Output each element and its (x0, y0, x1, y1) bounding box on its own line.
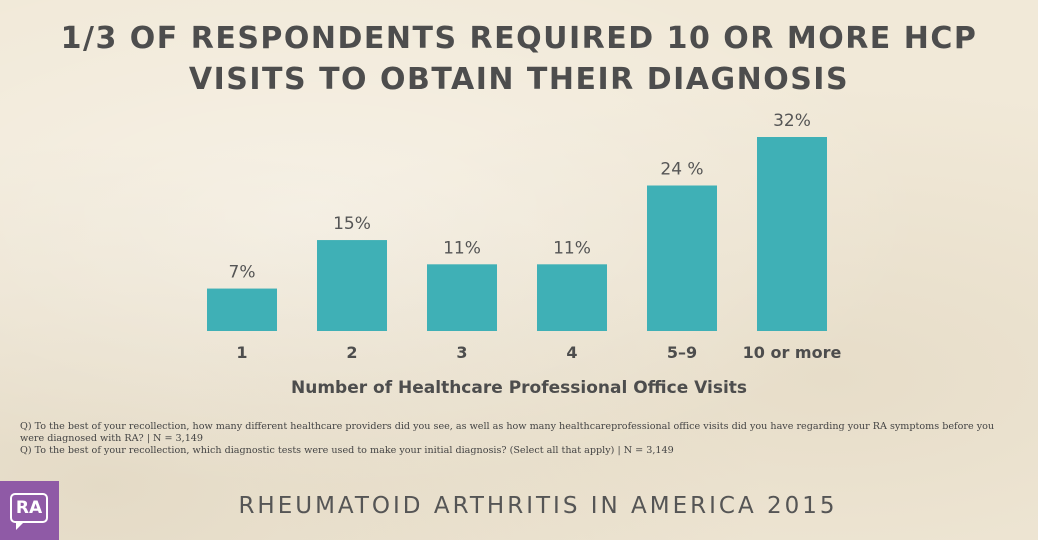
x-tick-label-3: 4 (566, 343, 577, 362)
footer-title: RHEUMATOID ARTHRITIS IN AMERICA 2015 (238, 493, 838, 519)
data-label-1: 15% (333, 214, 371, 234)
bar-5 (757, 137, 827, 331)
x-tick-label-5: 10 or more (743, 343, 842, 362)
bar-2 (427, 264, 497, 331)
data-label-5: 32% (773, 111, 811, 131)
x-tick-label-1: 2 (346, 343, 357, 362)
bar-0 (207, 288, 277, 331)
chart-title-line-2: VISITS TO OBTAIN THEIR DIAGNOSIS (188, 62, 850, 97)
data-label-2: 11% (443, 238, 481, 258)
x-tick-label-2: 3 (456, 343, 467, 362)
survey-notes: Q) To the best of your recollection, how… (20, 421, 1020, 458)
x-axis-label: Number of Healthcare Professional Office… (290, 378, 748, 398)
survey-note-1: Q) To the best of your recollection, how… (20, 421, 995, 445)
x-tick-label-4: 5–9 (667, 343, 697, 362)
chart-title-line-1: 1/3 OF RESPONDENTS REQUIRED 10 OR MORE H… (60, 21, 978, 56)
survey-note-2: Q) To the best of your recollection, whi… (20, 445, 674, 457)
bar-3 (537, 264, 607, 331)
speech-bubble-tail-icon (16, 523, 23, 530)
chart-title: 1/3 OF RESPONDENTS REQUIRED 10 OR MORE H… (0, 18, 1038, 100)
bar-4 (647, 185, 717, 331)
data-label-4: 24 % (660, 160, 703, 180)
data-label-0: 7% (229, 263, 256, 283)
bar-1 (317, 240, 387, 331)
data-label-3: 11% (553, 238, 591, 258)
x-tick-label-0: 1 (236, 343, 247, 362)
ra-logo-text: RA (10, 493, 48, 523)
ra-logo: RA (0, 481, 59, 540)
